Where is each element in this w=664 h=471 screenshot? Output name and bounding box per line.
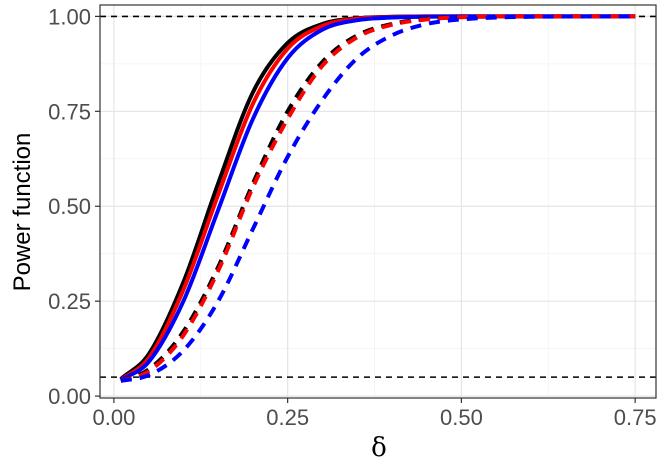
- x-tick-label: 0.50: [440, 405, 483, 430]
- y-tick-label: 0.00: [48, 384, 91, 409]
- x-tick-label: 0.25: [266, 405, 309, 430]
- series-lines: [119, 14, 636, 383]
- series-line-3: [119, 14, 636, 382]
- axis-ticks: 0.00 0.25 0.50 0.75 0.00 0.25 0.50 0.75 1.00: [48, 4, 656, 430]
- x-tick-label: 0.00: [92, 405, 135, 430]
- y-tick-label: 0.50: [48, 194, 91, 219]
- series-line-1: [119, 14, 636, 381]
- grid: [100, 5, 656, 398]
- y-axis-title: Power function: [9, 133, 36, 292]
- series-line-4: [120, 14, 636, 383]
- reference-lines: [100, 15, 656, 378]
- x-tick-label: 0.75: [614, 405, 657, 430]
- y-tick-label: 1.00: [48, 4, 91, 29]
- series-line-6: [120, 14, 636, 383]
- y-tick-label: 0.25: [48, 289, 91, 314]
- x-axis-title: δ: [371, 433, 387, 463]
- series-line-2: [119, 14, 636, 382]
- y-tick-label: 0.75: [48, 99, 91, 124]
- plot-panel-border: [99, 4, 657, 399]
- series-line-5: [120, 14, 636, 383]
